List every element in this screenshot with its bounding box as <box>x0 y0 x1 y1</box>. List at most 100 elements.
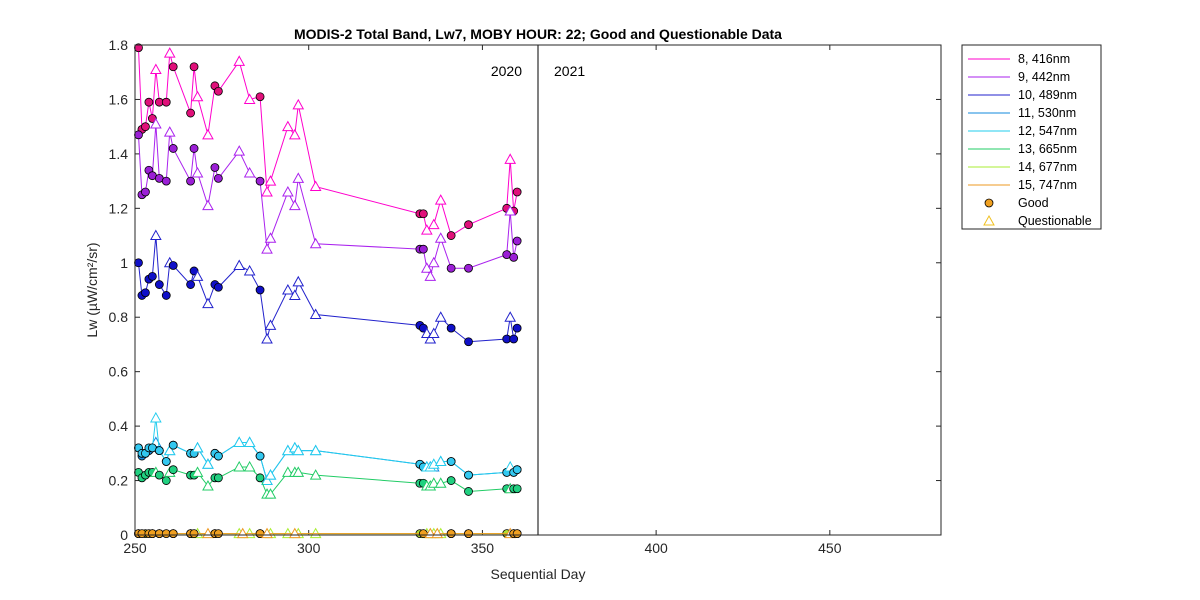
data-point-good <box>509 252 519 262</box>
legend-box <box>961 44 1102 230</box>
data-point-good <box>512 236 522 246</box>
data-point-questionable <box>434 311 447 322</box>
data-point-questionable <box>434 477 447 488</box>
series-9-442nm <box>134 117 522 281</box>
data-point-good <box>255 92 265 102</box>
data-point-questionable <box>292 444 305 456</box>
data-point-questionable <box>309 308 322 319</box>
data-point-good <box>154 446 164 456</box>
data-point-questionable <box>264 469 277 480</box>
data-point-good <box>141 187 150 197</box>
data-point-good <box>446 457 456 466</box>
data-point-good <box>154 280 164 289</box>
series-layer <box>134 43 522 539</box>
data-point-good <box>161 291 171 300</box>
y-tick-label: 1.8 <box>109 37 129 53</box>
data-point-questionable <box>292 172 305 183</box>
x-axis-title: Sequential Day <box>491 566 586 582</box>
data-point-good <box>168 261 178 270</box>
series-8-416nm <box>134 43 522 240</box>
legend-label: 8, 416nm <box>1018 52 1070 66</box>
x-tick-label: 300 <box>297 540 321 556</box>
data-point-good <box>213 529 223 539</box>
data-point-good <box>189 529 199 539</box>
y-axis-title: Lw (µW/cm²/sr) <box>84 242 100 337</box>
data-point-questionable <box>149 63 162 74</box>
data-point-questionable <box>292 275 305 287</box>
data-point-good <box>418 244 428 254</box>
series-line <box>137 47 518 237</box>
data-point-good <box>464 529 473 539</box>
data-point-questionable <box>309 444 322 456</box>
data-point-good <box>509 334 519 344</box>
data-point-questionable <box>202 297 214 309</box>
legend-label: 15, 747nm <box>1018 178 1077 192</box>
axes: 250 300 350 400 450 0 0.2 0.4 0.6 0.8 1 1.2 1.4 1.6 1.… <box>109 37 941 556</box>
y-tick-label: 0 <box>120 527 128 543</box>
data-point-good <box>168 144 178 153</box>
data-point-questionable <box>264 488 277 499</box>
legend: 8, 416nm 9, 442nm 10, 489nm 11, 530nm 12, 54… <box>961 44 1102 230</box>
data-point-good <box>161 97 171 107</box>
data-point-good <box>512 529 522 539</box>
data-point-questionable <box>292 466 305 477</box>
data-point-good <box>168 62 178 72</box>
data-point-good <box>210 163 220 172</box>
data-point-good <box>464 263 473 273</box>
data-point-questionable <box>427 256 440 268</box>
data-point-good <box>512 465 522 475</box>
legend-label: 11, 530nm <box>1018 106 1076 120</box>
plot-frame <box>134 44 942 536</box>
legend-label: 10, 489nm <box>1018 88 1077 102</box>
data-point-good <box>168 465 178 475</box>
series-12-547nm <box>134 411 522 486</box>
legend-label: 9, 442nm <box>1018 70 1070 84</box>
data-point-questionable <box>282 466 294 477</box>
data-point-questionable <box>149 411 162 423</box>
data-point-good <box>186 108 195 118</box>
data-point-questionable <box>233 55 246 66</box>
x-tick-label: 400 <box>644 540 668 556</box>
data-point-good <box>464 470 473 480</box>
data-point-good <box>134 258 143 268</box>
data-point-questionable <box>191 466 204 477</box>
data-point-questionable <box>243 264 256 276</box>
data-point-good <box>255 285 265 295</box>
data-point-good <box>213 282 223 292</box>
data-point-questionable <box>243 436 256 447</box>
data-point-questionable <box>163 47 176 58</box>
data-point-questionable <box>261 185 273 197</box>
data-point-questionable <box>292 98 305 110</box>
data-point-questionable <box>191 270 204 281</box>
y-tick-label: 0.2 <box>109 473 129 489</box>
data-point-questionable <box>282 120 294 132</box>
data-point-good <box>255 451 265 461</box>
data-point-good <box>154 470 164 480</box>
legend-label-questionable: Questionable <box>1018 214 1092 228</box>
data-point-questionable <box>264 232 277 243</box>
data-point-good <box>189 266 199 276</box>
data-point-questionable <box>424 332 437 344</box>
data-point-questionable <box>149 117 162 129</box>
data-point-questionable <box>504 205 517 216</box>
legend-label-good: Good <box>1018 196 1049 210</box>
data-point-questionable <box>309 180 322 192</box>
x-tick-label: 450 <box>818 540 842 556</box>
data-point-good <box>213 173 223 183</box>
y-tick-label: 0.4 <box>109 418 129 434</box>
data-point-questionable <box>282 185 294 197</box>
data-point-questionable <box>309 469 322 480</box>
data-point-questionable <box>243 93 256 104</box>
data-point-questionable <box>233 259 246 270</box>
data-point-good <box>168 529 178 539</box>
data-point-questionable <box>261 243 273 254</box>
chart-title: MODIS-2 Total Band, Lw7, MOBY HOUR: 22; … <box>294 26 782 42</box>
data-point-questionable <box>202 128 214 140</box>
data-point-questionable <box>243 166 256 178</box>
data-point-questionable <box>191 166 204 178</box>
data-point-good <box>141 122 150 132</box>
data-point-questionable <box>149 229 162 241</box>
legend-marker-good <box>984 198 994 208</box>
legend-label: 13, 665nm <box>1018 142 1077 156</box>
